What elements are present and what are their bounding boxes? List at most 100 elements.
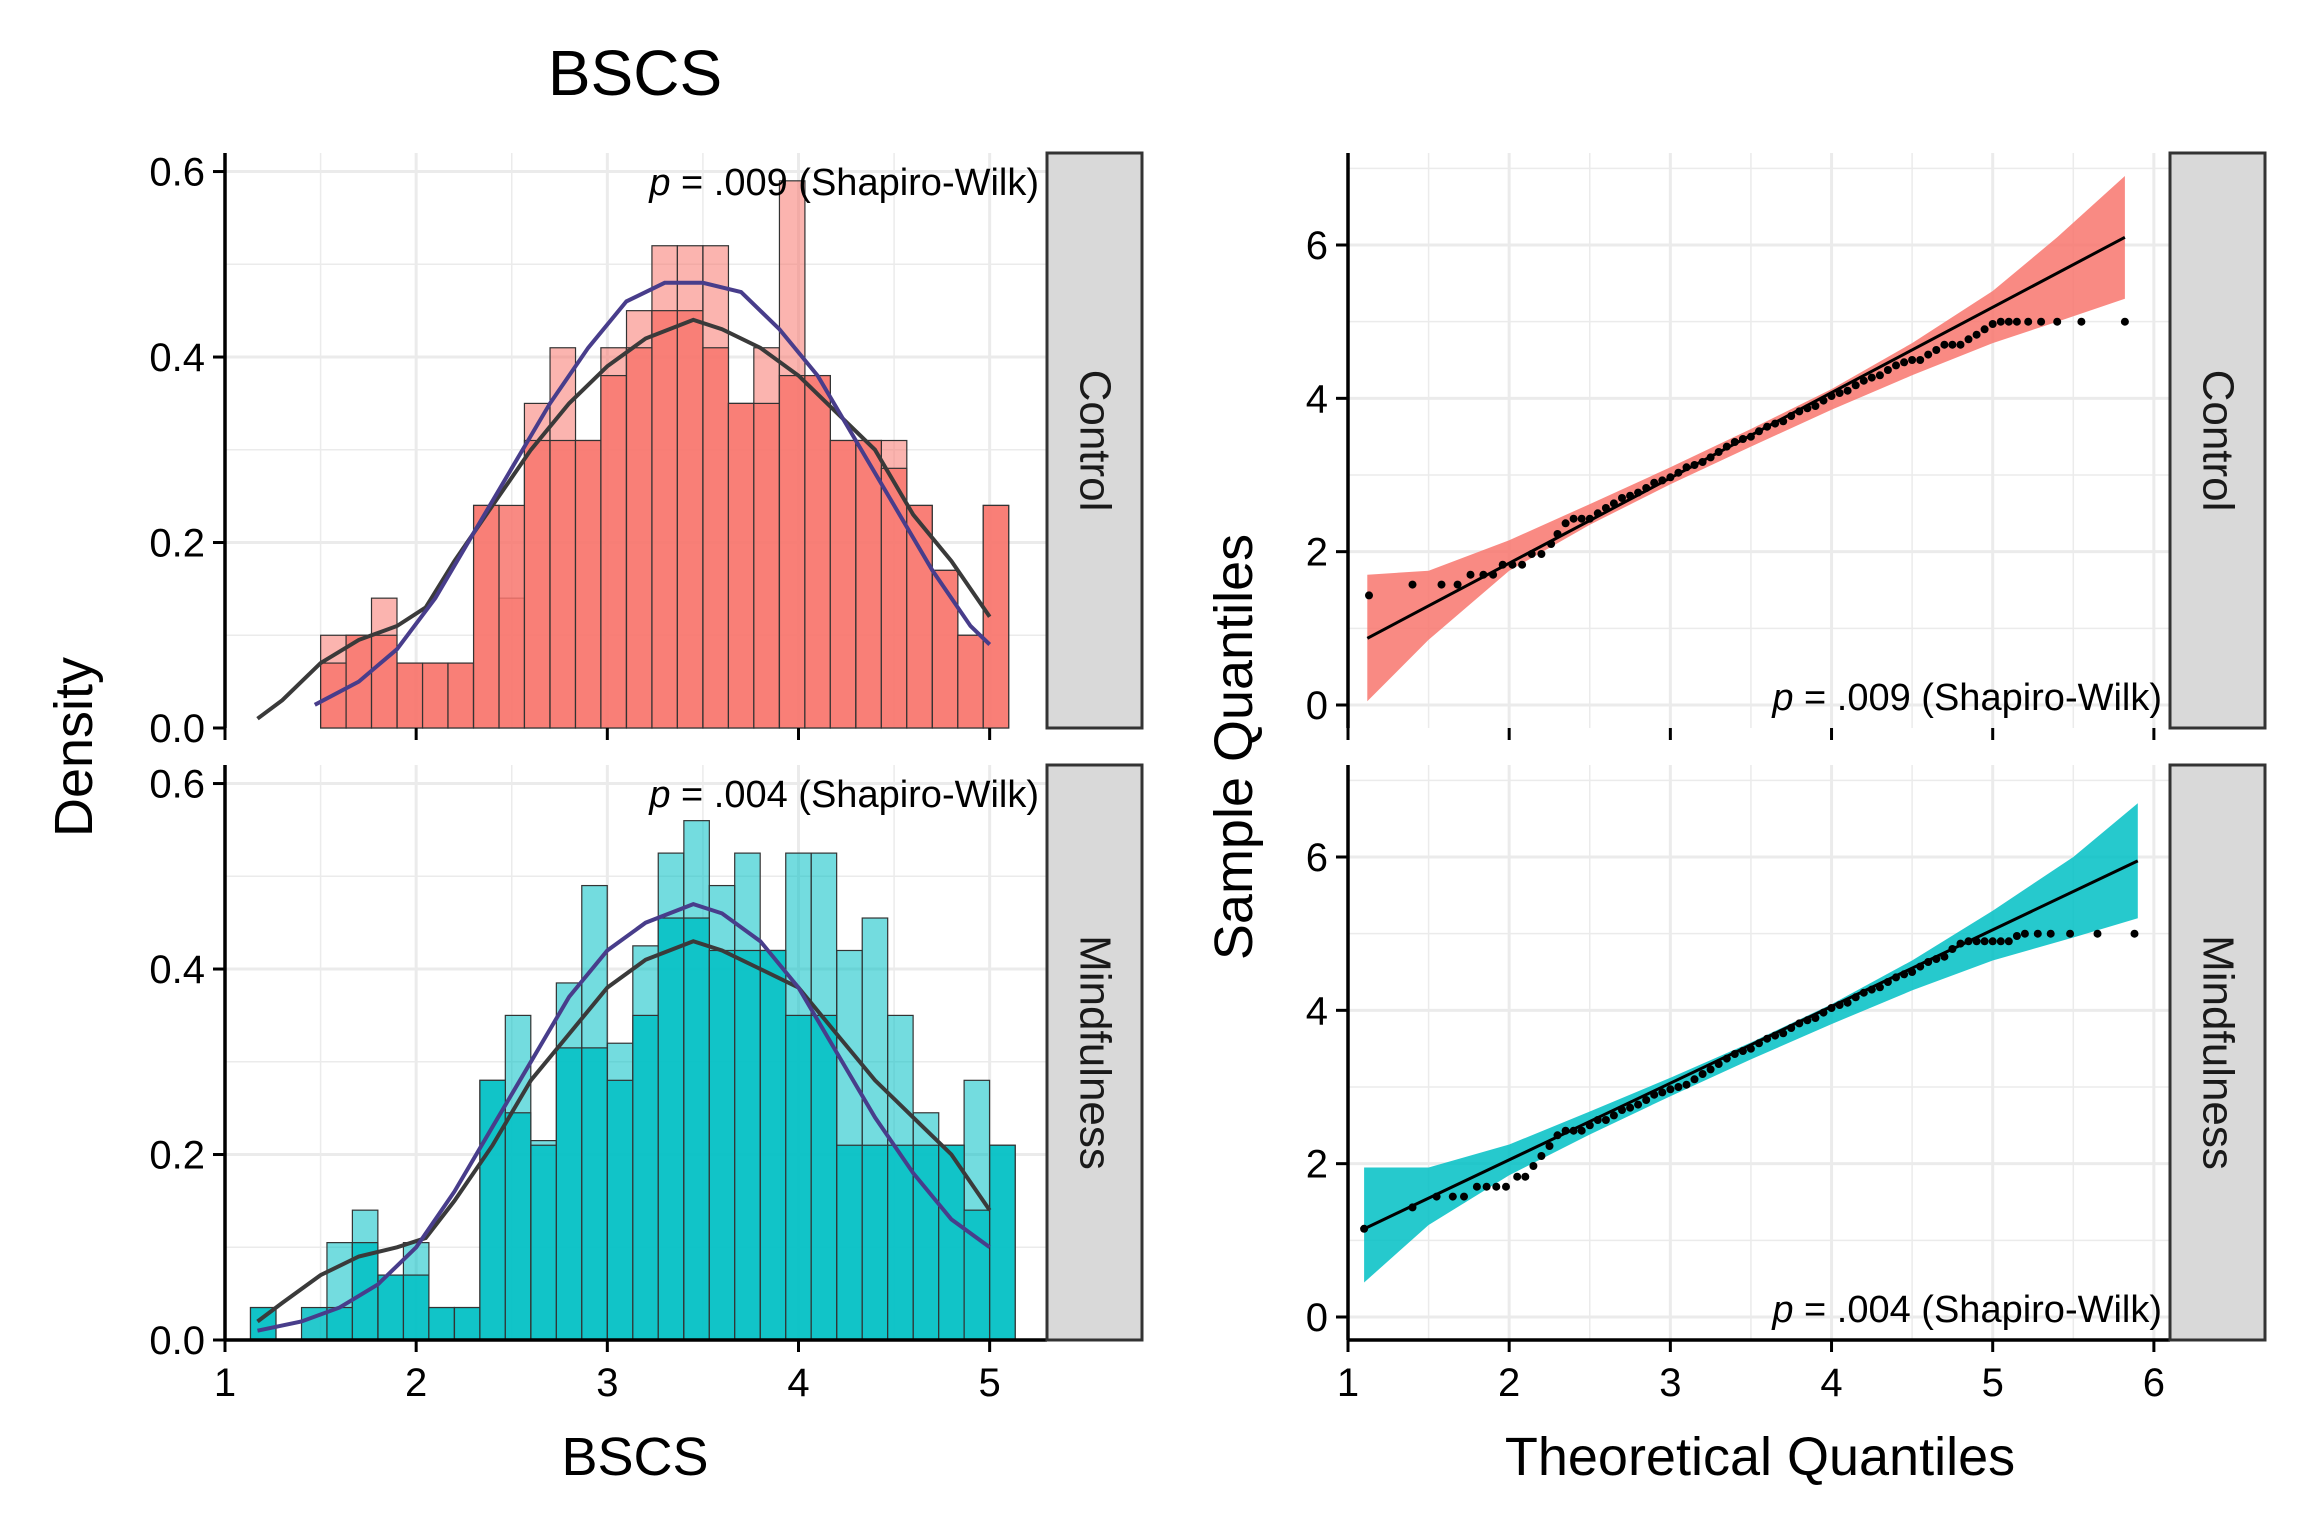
qq-point (1408, 1203, 1417, 1212)
qq-point (2033, 929, 2042, 938)
x-tick-label: 1 (1337, 1361, 1359, 1405)
qq-point (1811, 402, 1820, 410)
histogram-bar (326, 1306, 354, 1341)
qq-point (1843, 386, 1852, 395)
histogram-bar (498, 504, 526, 729)
histogram-bar (982, 504, 1010, 729)
qq-point (1537, 1152, 1546, 1160)
qq-point (1650, 1090, 1659, 1099)
y-tick-label: 0.4 (149, 948, 205, 992)
qq-point (1940, 340, 1949, 349)
qq-point (1682, 463, 1691, 472)
qq-point (2004, 317, 2013, 326)
qq-point (1875, 371, 1884, 380)
y-tick-label: 6 (1306, 836, 1328, 880)
qq-point (1835, 389, 1844, 397)
qq-point (1601, 504, 1610, 512)
histogram-bar (708, 949, 736, 1341)
density-curve (256, 939, 992, 1324)
qq-point (1779, 417, 1788, 426)
qq-point (1498, 560, 1507, 569)
histogram-bar (574, 439, 602, 729)
qq-point (1658, 1088, 1667, 1097)
histogram-bar (957, 634, 984, 729)
qq-point (1763, 422, 1772, 431)
qq-point (1771, 1031, 1780, 1040)
qq-point (1642, 484, 1651, 492)
qq-point (1972, 330, 1981, 339)
qq-point (1618, 494, 1626, 502)
histogram-bar (530, 1144, 558, 1341)
p-value-symbol: p (1771, 1289, 1793, 1331)
histogram-bar (428, 1306, 455, 1341)
density-curve (256, 317, 992, 721)
qq-point (1908, 356, 1917, 364)
qq-point (1690, 1075, 1699, 1084)
qq-point (1940, 952, 1949, 961)
x-tick-label: 3 (596, 1361, 618, 1405)
facet-strip (2168, 763, 2267, 1342)
qq-point (1432, 1192, 1441, 1201)
histogram-bar (447, 662, 475, 729)
qq-point (1916, 356, 1925, 364)
x-tick-label: 2 (405, 1361, 427, 1405)
qq-point (1714, 448, 1723, 456)
p-value-text: = .004 (Shapiro-Wilk) (1793, 1289, 2162, 1331)
qq-point (1626, 1103, 1635, 1112)
qq-point (2020, 929, 2029, 938)
y-tick-label: 4 (1306, 989, 1328, 1033)
qq-point (1601, 1116, 1610, 1124)
qq-point (1479, 570, 1488, 579)
qq-point (2066, 929, 2075, 938)
p-value-symbol: p (648, 774, 670, 816)
qq-point (2004, 937, 2013, 946)
histogram-bar (836, 1144, 863, 1341)
qq-point (1730, 438, 1739, 446)
y-axis-label-density: Density (44, 657, 104, 837)
qq-point (1746, 1044, 1755, 1053)
qq-point (1851, 381, 1860, 390)
facet-strip-label: Control (1071, 370, 1120, 512)
qq-point (1609, 1111, 1618, 1120)
facet-strip (2168, 151, 2267, 730)
x-tick-label: 4 (1820, 1361, 1842, 1405)
qq-point (1502, 1182, 1510, 1191)
x-tick-label: 4 (787, 1361, 809, 1405)
x-tick-label: 6 (2143, 1361, 2165, 1405)
qq-point (1738, 435, 1747, 443)
histogram-bar (785, 1014, 812, 1341)
qq-point (1916, 962, 1925, 971)
qq-point (1988, 937, 1997, 946)
qq-point (1690, 461, 1699, 469)
qq-point (1561, 1126, 1570, 1135)
qq-point (1779, 1029, 1788, 1038)
p-value-text: = .004 (Shapiro-Wilk) (670, 774, 1039, 816)
qq-point (1585, 1121, 1594, 1130)
histogram-bar (855, 439, 882, 729)
qq-point (1819, 396, 1828, 405)
qq-point (1482, 1182, 1491, 1191)
qq-point (2012, 932, 2021, 940)
qq-point (1593, 1116, 1602, 1124)
qq-point (1980, 325, 1989, 334)
qq-point (1492, 1182, 1501, 1191)
histogram-bar (581, 1047, 608, 1341)
qq-point (1827, 1004, 1836, 1012)
histogram-bar (555, 1047, 583, 1341)
qq-point (1980, 937, 1989, 946)
qq-point (1472, 1182, 1481, 1191)
confidence-band (1364, 803, 2138, 1283)
qq-control-panel: 0 2 4 6 p = .009 (Shapiro-Wilk) Control (1306, 151, 2267, 740)
qq-point (2077, 317, 2086, 326)
y-tick-label: 0.0 (149, 707, 205, 751)
qq-point (1698, 1070, 1707, 1078)
qq-point (1577, 1126, 1586, 1135)
histogram-bar (753, 402, 780, 729)
histogram-bar (632, 1014, 659, 1341)
qq-point (1932, 346, 1941, 354)
qq-point (1948, 340, 1957, 349)
qq-point (1875, 983, 1884, 992)
qq-point (1714, 1060, 1723, 1068)
qq-point (1972, 937, 1981, 946)
y-tick-label: 0.0 (149, 1319, 205, 1363)
